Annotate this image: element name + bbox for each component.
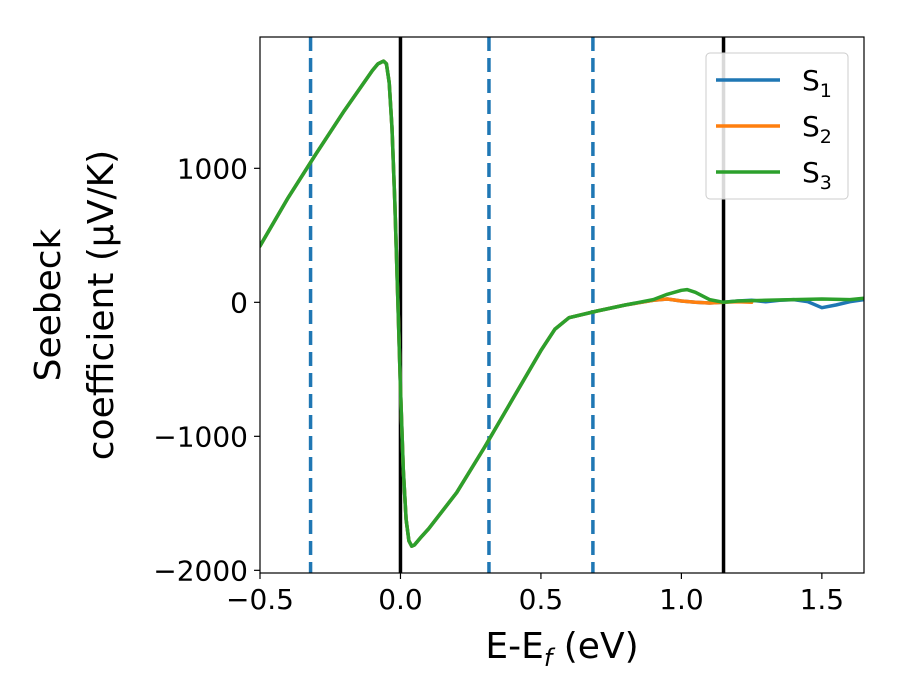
legend-label-s1: S1 — [802, 64, 832, 102]
y-tick-label: −2000 — [153, 554, 248, 587]
y-tick-label: −1000 — [153, 420, 248, 453]
series-lines — [260, 59, 864, 548]
legend-label-s2: S2 — [802, 110, 832, 148]
x-tick-label: −0.5 — [226, 583, 294, 616]
x-axis-label: E-Ef (eV) — [485, 626, 638, 672]
x-tick-label: 0.0 — [378, 583, 423, 616]
y-axis-label: Seebeck coefficient (μV/K) — [28, 150, 122, 460]
y-tick-label: 1000 — [177, 152, 248, 185]
y-axis-label-line1: Seebeck — [28, 228, 69, 381]
x-tick-label: 1.0 — [659, 583, 704, 616]
x-tick-label: 0.5 — [519, 583, 564, 616]
legend-label-s3: S3 — [802, 156, 832, 194]
series-line-s3 — [260, 59, 864, 548]
y-axis-label-line2: coefficient (μV/K) — [81, 150, 122, 460]
x-tick-label: 1.5 — [800, 583, 845, 616]
plot-frame — [259, 36, 865, 574]
legend: S1 S2 S3 — [705, 52, 849, 200]
y-tick-label: 0 — [230, 286, 248, 319]
y-axis-ticks: −2000 −1000 0 1000 — [153, 152, 260, 587]
x-axis-ticks: −0.5 0.0 0.5 1.0 1.5 — [226, 573, 844, 616]
